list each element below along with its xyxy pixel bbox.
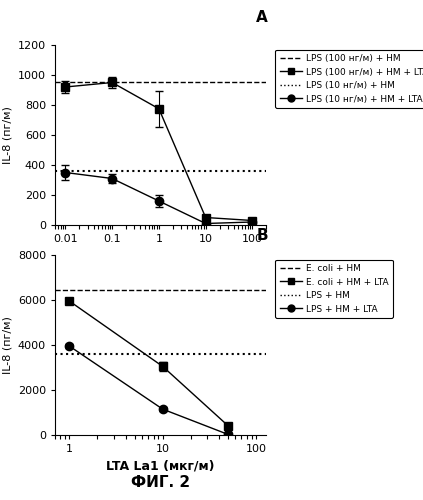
Text: ФИГ. 2: ФИГ. 2 — [131, 475, 190, 490]
Text: A: A — [256, 10, 268, 25]
Y-axis label: IL-8 (пг/м): IL-8 (пг/м) — [2, 316, 12, 374]
Y-axis label: IL-8 (пг/м): IL-8 (пг/м) — [2, 106, 12, 164]
Legend: E. coli + HM, E. coli + HM + LTA, LPS + HM, LPS + HM + LTA: E. coli + HM, E. coli + HM + LTA, LPS + … — [275, 260, 393, 318]
X-axis label: LTA La1 (мкг/м): LTA La1 (мкг/м) — [107, 460, 215, 472]
Text: B: B — [256, 228, 268, 242]
Legend: LPS (100 нг/м) + HM, LPS (100 нг/м) + HM + LTA, LPS (10 нг/м) + HM, LPS (10 нг/м: LPS (100 нг/м) + HM, LPS (100 нг/м) + HM… — [275, 50, 423, 108]
